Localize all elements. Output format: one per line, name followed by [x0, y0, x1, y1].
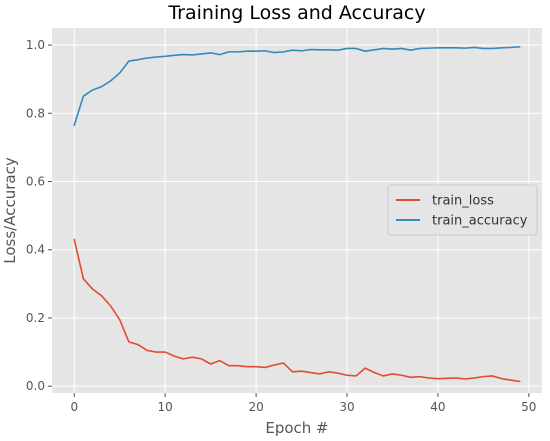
y-tick-label: 0.6	[26, 175, 45, 189]
y-tick-label: 1.0	[26, 38, 45, 52]
series-layer	[73, 45, 521, 383]
x-tick-label: 40	[430, 400, 445, 414]
y-tick-label: 0.2	[26, 311, 45, 325]
legend: train_loss train_accuracy	[387, 184, 538, 236]
x-tick-label: 30	[339, 400, 354, 414]
x-axis-label: Epoch #	[265, 419, 328, 437]
series-line-train-loss	[73, 238, 521, 383]
x-tick-label: 20	[248, 400, 263, 414]
y-tick-label: 0.0	[26, 379, 45, 393]
y-tick-label: 0.4	[26, 243, 45, 257]
legend-box	[387, 184, 538, 236]
chart-title: Training Loss and Accuracy	[167, 2, 425, 24]
x-tick-label: 50	[521, 400, 536, 414]
series-line-train-accuracy	[73, 45, 521, 127]
x-tick-label: 10	[158, 400, 173, 414]
legend-label-train-loss: train_loss	[432, 194, 494, 209]
ticks: 0 10 20 30 40 50 0.0 0.2 0.4 0.6 0.8 1.0	[26, 38, 537, 414]
legend-label-train-accuracy: train_accuracy	[432, 214, 528, 229]
y-tick-label: 0.8	[26, 106, 45, 120]
y-axis-label: Loss/Accuracy	[1, 157, 19, 264]
grid	[52, 28, 542, 393]
x-tick-label: 0	[70, 400, 78, 414]
